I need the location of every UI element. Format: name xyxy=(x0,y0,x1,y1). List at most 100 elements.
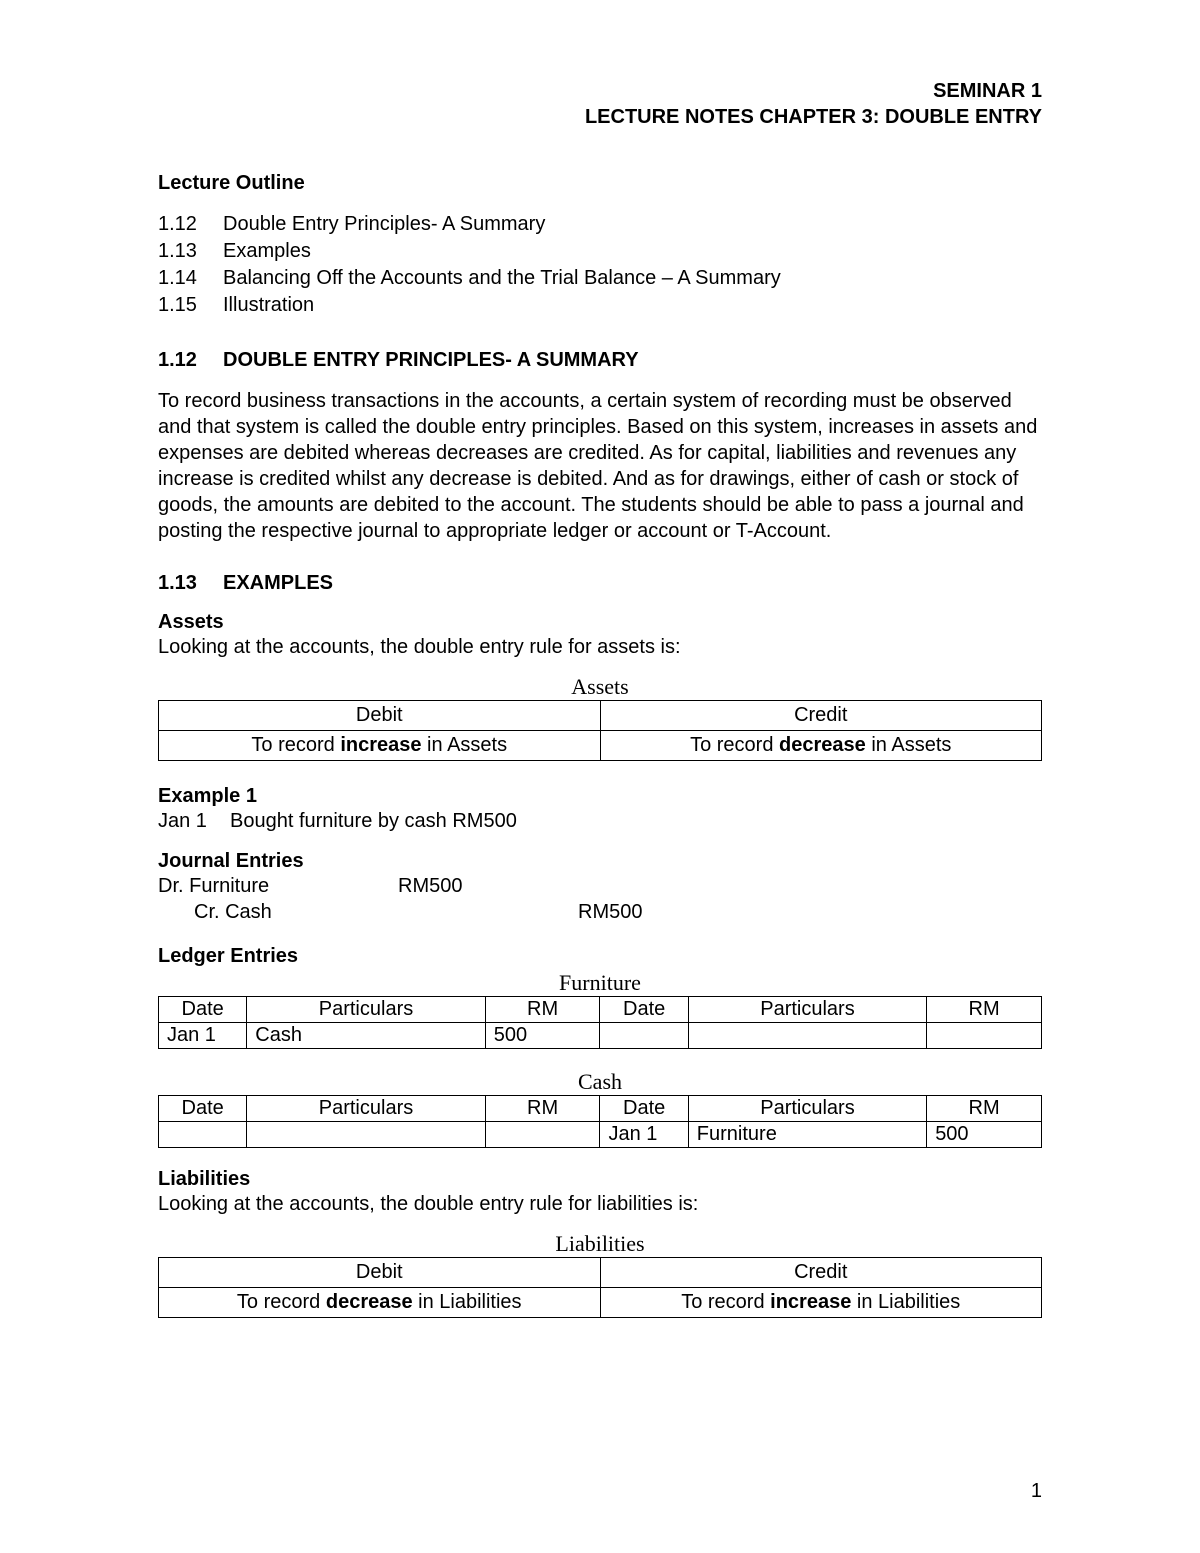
text-bold: increase xyxy=(770,1291,851,1313)
text-pre: To record xyxy=(681,1291,770,1313)
header-line-1: SEMINAR 1 xyxy=(158,78,1042,104)
debit-rule-cell: To record increase in Assets xyxy=(159,731,601,761)
debit-header-cell: Debit xyxy=(159,701,601,731)
credit-header-cell: Credit xyxy=(600,1258,1042,1288)
journal-cr-row: Cr. Cash RM500 xyxy=(158,899,1042,925)
document-page: SEMINAR 1 LECTURE NOTES CHAPTER 3: DOUBL… xyxy=(0,0,1200,1553)
journal-heading: Journal Entries xyxy=(158,850,1042,873)
th-particulars: Particulars xyxy=(688,997,926,1023)
section-title: DOUBLE ENTRY PRINCIPLES- A SUMMARY xyxy=(223,349,639,372)
assets-heading: Assets xyxy=(158,611,1042,634)
outline-item-num: 1.15 xyxy=(158,292,223,319)
cell-rm: 500 xyxy=(927,1122,1042,1148)
journal-cr-amount: RM500 xyxy=(578,899,642,925)
journal-spacer xyxy=(398,899,578,925)
debit-rule-cell: To record decrease in Liabilities xyxy=(159,1288,601,1318)
section-num: 1.12 xyxy=(158,349,223,372)
cell-date xyxy=(159,1122,247,1148)
table-row: Jan 1 Furniture 500 xyxy=(159,1122,1042,1148)
example-1-heading: Example 1 xyxy=(158,785,1042,808)
section-113-heading: 1.13 EXAMPLES xyxy=(158,572,1042,595)
assets-table-title: Assets xyxy=(158,674,1042,700)
outline-heading: Lecture Outline xyxy=(158,172,1042,195)
th-particulars: Particulars xyxy=(247,997,485,1023)
text-post: in Liabilities xyxy=(851,1291,960,1313)
furniture-table-title: Furniture xyxy=(158,970,1042,996)
outline-item-text: Examples xyxy=(223,238,311,265)
table-row: Date Particulars RM Date Particulars RM xyxy=(159,1096,1042,1122)
credit-header-cell: Credit xyxy=(600,701,1042,731)
text-bold: decrease xyxy=(779,734,866,756)
cell-date: Jan 1 xyxy=(159,1023,247,1049)
journal-dr-row: Dr. Furniture RM500 xyxy=(158,873,1042,899)
th-date: Date xyxy=(159,997,247,1023)
assets-intro: Looking at the accounts, the double entr… xyxy=(158,634,1042,660)
cell-date: Jan 1 xyxy=(600,1122,688,1148)
credit-rule-cell: To record increase in Liabilities xyxy=(600,1288,1042,1318)
th-rm: RM xyxy=(927,1096,1042,1122)
section-112-heading: 1.12 DOUBLE ENTRY PRINCIPLES- A SUMMARY xyxy=(158,349,1042,372)
text-bold: decrease xyxy=(326,1291,413,1313)
cell-particulars: Cash xyxy=(247,1023,485,1049)
section-112-body: To record business transactions in the a… xyxy=(158,388,1042,544)
page-number: 1 xyxy=(1031,1480,1042,1503)
outline-item: 1.14 Balancing Off the Accounts and the … xyxy=(158,265,1042,292)
table-row: Debit Credit xyxy=(159,701,1042,731)
page-header: SEMINAR 1 LECTURE NOTES CHAPTER 3: DOUBL… xyxy=(158,78,1042,130)
debit-header-cell: Debit xyxy=(159,1258,601,1288)
outline-item: 1.13 Examples xyxy=(158,238,1042,265)
cell-rm xyxy=(485,1122,600,1148)
th-date: Date xyxy=(600,1096,688,1122)
text-post: in Liabilities xyxy=(413,1291,522,1313)
header-line-2: LECTURE NOTES CHAPTER 3: DOUBLE ENTRY xyxy=(158,104,1042,130)
cell-date xyxy=(600,1023,688,1049)
table-row: Date Particulars RM Date Particulars RM xyxy=(159,997,1042,1023)
th-rm: RM xyxy=(485,1096,600,1122)
section-title: EXAMPLES xyxy=(223,572,333,595)
outline-item: 1.15 Illustration xyxy=(158,292,1042,319)
liabilities-heading: Liabilities xyxy=(158,1168,1042,1191)
th-particulars: Particulars xyxy=(247,1096,485,1122)
journal-dr-label: Dr. Furniture xyxy=(158,873,398,899)
cell-particulars: Furniture xyxy=(688,1122,926,1148)
th-particulars: Particulars xyxy=(688,1096,926,1122)
credit-rule-cell: To record decrease in Assets xyxy=(600,731,1042,761)
cash-table-title: Cash xyxy=(158,1069,1042,1095)
cell-rm xyxy=(927,1023,1042,1049)
outline-item-num: 1.12 xyxy=(158,211,223,238)
th-rm: RM xyxy=(927,997,1042,1023)
cell-particulars xyxy=(247,1122,485,1148)
journal-cr-label: Cr. Cash xyxy=(158,899,398,925)
outline-item: 1.12 Double Entry Principles- A Summary xyxy=(158,211,1042,238)
table-row: To record decrease in Liabilities To rec… xyxy=(159,1288,1042,1318)
cash-ledger-table: Date Particulars RM Date Particulars RM … xyxy=(158,1095,1042,1148)
outline-item-text: Illustration xyxy=(223,292,314,319)
assets-rule-table: Debit Credit To record increase in Asset… xyxy=(158,700,1042,761)
cell-rm: 500 xyxy=(485,1023,600,1049)
th-rm: RM xyxy=(485,997,600,1023)
example-date: Jan 1 xyxy=(158,808,230,834)
th-date: Date xyxy=(159,1096,247,1122)
ledger-heading: Ledger Entries xyxy=(158,945,1042,968)
example-1-block: Example 1 Jan 1 Bought furniture by cash… xyxy=(158,785,1042,834)
text-pre: To record xyxy=(237,1291,326,1313)
text-bold: increase xyxy=(340,734,421,756)
text-pre: To record xyxy=(251,734,340,756)
table-row: To record increase in Assets To record d… xyxy=(159,731,1042,761)
table-row: Debit Credit xyxy=(159,1258,1042,1288)
text-post: in Assets xyxy=(422,734,508,756)
outline-item-num: 1.14 xyxy=(158,265,223,292)
liabilities-intro: Looking at the accounts, the double entr… xyxy=(158,1191,1042,1217)
outline-item-num: 1.13 xyxy=(158,238,223,265)
text-pre: To record xyxy=(690,734,779,756)
th-date: Date xyxy=(600,997,688,1023)
furniture-ledger-table: Date Particulars RM Date Particulars RM … xyxy=(158,996,1042,1049)
cell-particulars xyxy=(688,1023,926,1049)
outline-item-text: Double Entry Principles- A Summary xyxy=(223,211,545,238)
example-1-line: Jan 1 Bought furniture by cash RM500 xyxy=(158,808,1042,834)
liabilities-table-title: Liabilities xyxy=(158,1231,1042,1257)
outline-item-text: Balancing Off the Accounts and the Trial… xyxy=(223,265,781,292)
example-text: Bought furniture by cash RM500 xyxy=(230,808,517,834)
table-row: Jan 1 Cash 500 xyxy=(159,1023,1042,1049)
outline-list: 1.12 Double Entry Principles- A Summary … xyxy=(158,211,1042,319)
